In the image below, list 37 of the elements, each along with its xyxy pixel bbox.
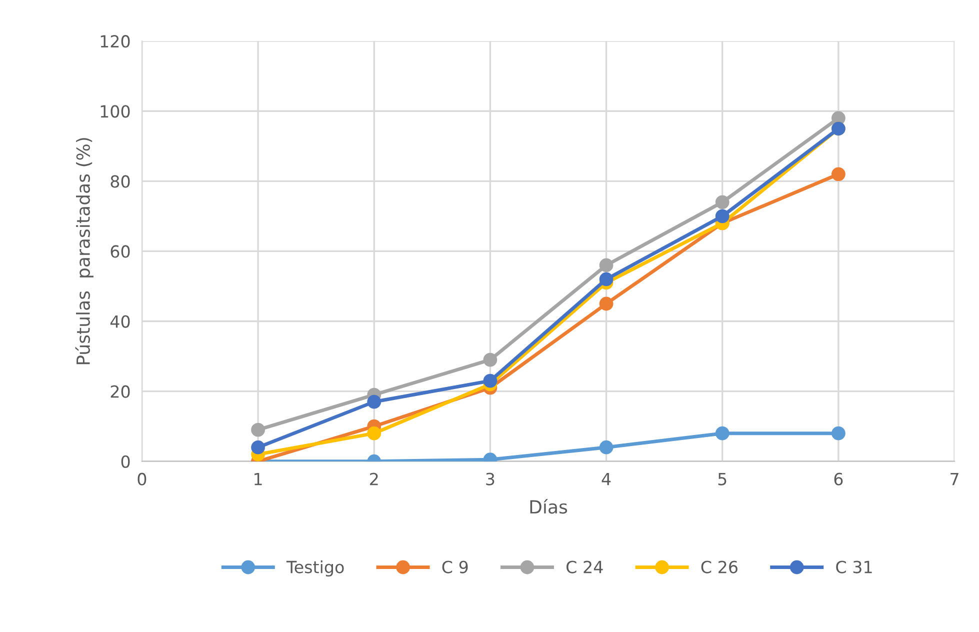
point xyxy=(715,195,730,210)
y-tick-label: 60 xyxy=(110,245,130,258)
y-tick-label: 40 xyxy=(110,315,130,328)
point xyxy=(599,440,614,454)
point xyxy=(832,167,846,182)
x-tick-label: 4 xyxy=(602,472,611,486)
x-tick-label: 1 xyxy=(254,472,262,486)
point xyxy=(832,426,846,440)
point xyxy=(483,352,498,367)
point xyxy=(599,272,614,286)
legend-label: C 24 xyxy=(566,560,603,574)
legend-label: Testigo xyxy=(286,560,344,577)
point xyxy=(715,426,730,440)
point xyxy=(599,296,614,311)
x-tick-label: 7 xyxy=(950,472,958,486)
point xyxy=(599,258,614,272)
x-tick-label: 5 xyxy=(718,472,726,486)
y-tick-label: 80 xyxy=(110,175,130,188)
point xyxy=(715,209,730,224)
point xyxy=(251,422,265,437)
point xyxy=(483,374,498,388)
legend-label: C 26 xyxy=(701,560,738,574)
y-axis-title: Pústulas parasitadas (%) xyxy=(75,138,94,364)
x-axis-title: Días xyxy=(530,498,568,514)
x-tick-label: 2 xyxy=(370,472,378,486)
legend-label: C 31 xyxy=(836,560,872,574)
point xyxy=(367,426,382,440)
y-tick-label: 120 xyxy=(100,35,130,48)
legend-label: C 9 xyxy=(442,560,468,574)
point xyxy=(251,440,265,454)
x-tick-label: 6 xyxy=(834,472,843,486)
x-tick-label: 3 xyxy=(486,472,494,486)
x-tick-label: 0 xyxy=(138,472,146,486)
y-tick-label: 20 xyxy=(110,385,130,398)
y-tick-label: 0 xyxy=(121,455,130,468)
point xyxy=(367,394,382,409)
y-tick-label: 100 xyxy=(100,105,130,118)
